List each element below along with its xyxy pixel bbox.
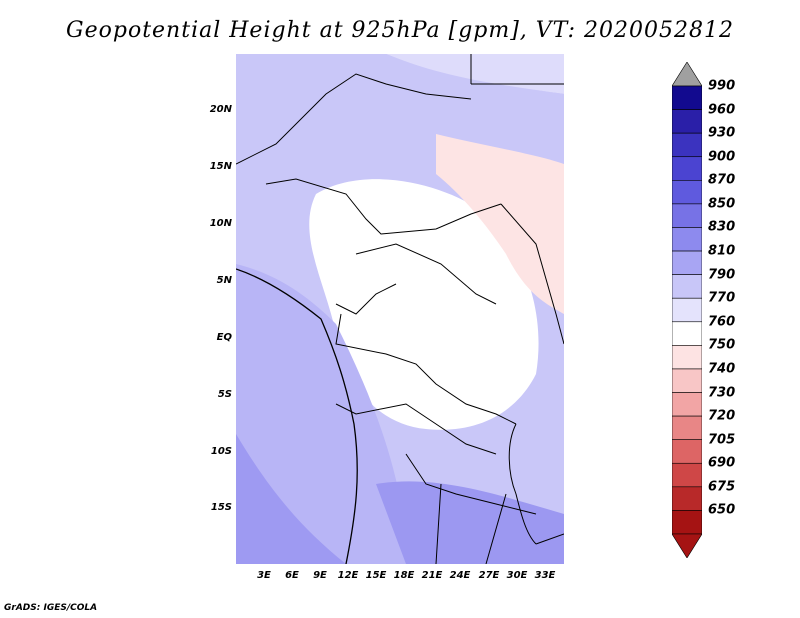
- colorbar-box: [672, 132, 702, 158]
- lon-label: 33E: [534, 570, 556, 581]
- white-region: [309, 179, 539, 430]
- colorbar-box: [672, 250, 702, 275]
- colorbar-label: 990: [708, 78, 736, 94]
- lon-label: 12E: [337, 570, 359, 581]
- colorbar-label: 675: [708, 479, 736, 495]
- colorbar-box: [672, 203, 702, 228]
- lon-label: 18E: [393, 570, 415, 581]
- colorbar-label: 850: [708, 196, 736, 212]
- colorbar-label: 730: [708, 385, 736, 401]
- colorbar-box: [672, 415, 702, 440]
- colorbar-box: [672, 462, 702, 488]
- colorbar-box: [672, 180, 702, 205]
- lat-label: 15N: [209, 161, 232, 172]
- lon-label: 27E: [478, 570, 500, 581]
- colorbar: [672, 62, 702, 558]
- ocean-region: [236, 264, 416, 564]
- colorbar-top-arrow: [672, 62, 702, 87]
- lon-label: 24E: [449, 570, 471, 581]
- map-plot: [236, 54, 564, 564]
- low-height-region: [436, 134, 564, 314]
- lat-label: 10N: [209, 218, 232, 229]
- lon-label: 3E: [257, 570, 271, 581]
- colorbar-label: 870: [708, 172, 736, 188]
- lat-label: EQ: [216, 332, 232, 343]
- colorbar-label: 760: [708, 314, 736, 330]
- colorbar-label: 930: [708, 125, 736, 141]
- colorbar-label: 705: [708, 432, 736, 448]
- colorbar-box: [672, 321, 702, 346]
- colorbar-box: [672, 85, 702, 110]
- lat-label: 5S: [217, 389, 232, 400]
- colorbar-box: [672, 227, 702, 252]
- lon-label: 30E: [506, 570, 528, 581]
- colorbar-label: 690: [708, 455, 736, 471]
- map-title: Geopotential Height at 925hPa [gpm], VT:…: [66, 18, 734, 43]
- colorbar-box: [672, 274, 702, 299]
- footer-credit: GrADS: IGES/COLA: [4, 603, 98, 613]
- lon-label: 15E: [365, 570, 387, 581]
- colorbar-box: [672, 392, 702, 417]
- colorbar-label: 900: [708, 149, 736, 165]
- colorbar-box: [672, 510, 702, 535]
- coastline: [236, 268, 358, 564]
- colorbar-label: 770: [708, 290, 736, 306]
- colorbar-box: [672, 345, 702, 370]
- colorbar-box: [672, 297, 702, 323]
- lat-label: 10S: [210, 446, 232, 457]
- colorbar-box: [672, 109, 702, 134]
- lat-label: 20N: [209, 104, 232, 115]
- colorbar-label: 740: [708, 361, 736, 377]
- colorbar-label: 790: [708, 267, 736, 283]
- lon-label: 6E: [285, 570, 299, 581]
- colorbar-label: 960: [708, 102, 736, 118]
- colorbar-bottom-arrow: [672, 533, 702, 558]
- colorbar-label: 750: [708, 337, 736, 353]
- colorbar-label: 830: [708, 219, 736, 235]
- colorbar-label: 650: [708, 502, 736, 518]
- lat-label: 15S: [210, 502, 232, 513]
- country-borders: [236, 54, 564, 564]
- lat-label: 5N: [216, 275, 232, 286]
- lon-label: 9E: [313, 570, 327, 581]
- colorbar-box: [672, 156, 702, 181]
- colorbar-label: 720: [708, 408, 736, 424]
- colorbar-box: [672, 439, 702, 464]
- colorbar-box: [672, 368, 702, 393]
- lon-label: 21E: [421, 570, 443, 581]
- colorbar-box: [672, 486, 702, 511]
- colorbar-label: 810: [708, 243, 736, 259]
